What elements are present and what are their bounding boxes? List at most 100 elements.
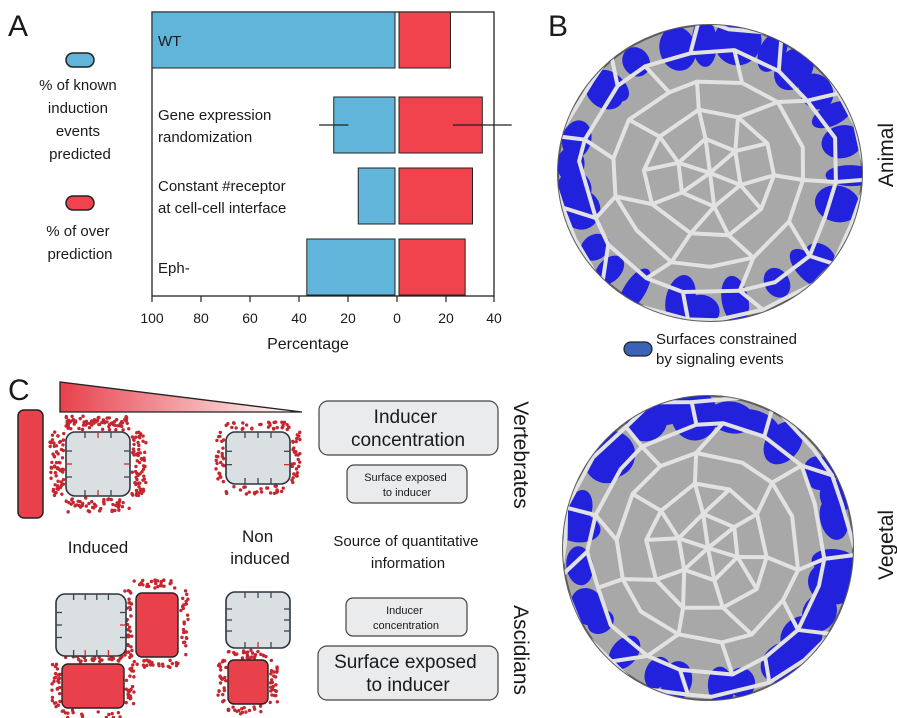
inducer-molecule xyxy=(121,428,125,432)
inducer-molecule xyxy=(247,656,252,660)
cell-wall-spoke xyxy=(645,260,673,280)
cell-wall-spoke xyxy=(558,134,585,142)
inducer-molecule xyxy=(117,508,121,512)
inducer-molecule xyxy=(244,710,248,714)
inducer-molecule xyxy=(61,709,66,713)
animal-label: Animal xyxy=(875,123,897,187)
inducer-molecule xyxy=(181,627,186,632)
inducer-molecule xyxy=(141,663,146,667)
cell-wall-spoke xyxy=(696,109,708,140)
embryo-vegetal-view xyxy=(562,395,854,701)
inducer-molecule xyxy=(129,591,133,595)
inducer-molecule xyxy=(130,435,135,439)
inducer-molecule xyxy=(120,504,125,509)
inducer-molecule xyxy=(291,480,295,485)
inducer-molecule xyxy=(126,588,131,593)
inducer-molecule xyxy=(184,630,189,634)
inducer-molecule xyxy=(97,422,102,427)
inducer-molecule xyxy=(291,476,295,480)
inducer-molecule xyxy=(64,416,69,420)
inducer-molecule xyxy=(186,617,190,622)
inducer-molecule xyxy=(66,711,70,715)
inducer-molecule xyxy=(272,693,277,698)
x-tick-label-4: 20 xyxy=(340,310,356,326)
inducer-molecule xyxy=(217,689,221,693)
inducer-molecule xyxy=(120,424,124,429)
inducer-molecule xyxy=(265,486,270,490)
asc-small-line-2: concentration xyxy=(373,620,439,632)
inducer-molecule xyxy=(131,447,136,451)
inducer-molecule xyxy=(259,652,263,657)
inducer-molecule xyxy=(58,485,63,490)
bar-known-0 xyxy=(151,11,396,69)
inducer-molecule xyxy=(129,666,134,670)
inducer-molecule xyxy=(226,707,230,712)
inducer-molecule xyxy=(259,422,263,427)
inducer-molecule xyxy=(54,701,58,705)
cell-wall-spoke xyxy=(709,171,742,187)
inducer-molecule xyxy=(266,420,271,425)
inducer-molecule xyxy=(252,705,256,709)
inducer-molecule xyxy=(180,596,185,601)
cell-wall-spoke xyxy=(737,100,779,120)
cell-wall-ring xyxy=(577,48,838,294)
inducer-molecule xyxy=(240,710,245,715)
inducer-molecule xyxy=(50,662,55,667)
inducer-molecule xyxy=(238,488,243,492)
inducer-molecule xyxy=(130,470,134,474)
inducer-molecule xyxy=(49,470,53,475)
inducer-molecule xyxy=(90,505,95,510)
inducer-molecule xyxy=(244,423,249,427)
cell-wall-spoke xyxy=(787,220,812,258)
legend-swatch-known xyxy=(65,52,95,68)
inducer-molecule xyxy=(269,672,273,676)
inducer-molecule xyxy=(224,665,228,670)
inducer-molecule xyxy=(52,441,56,445)
x-tick-label-0: 100 xyxy=(140,310,164,326)
inducer-molecule xyxy=(223,679,228,683)
cell-wall-spoke xyxy=(701,488,731,516)
cell-wall-spoke xyxy=(771,463,803,485)
bar-label-3: Eph- xyxy=(158,260,190,277)
inducer-molecule xyxy=(127,625,132,629)
cell-wall-spoke xyxy=(583,137,615,161)
inducer-molecule xyxy=(218,472,222,476)
cell-wall-spoke xyxy=(773,173,804,182)
cell-wall-spoke xyxy=(765,555,799,572)
cell-wall-spoke xyxy=(706,547,717,581)
bar-chart: WT Gene expression randomization Constant #… xyxy=(140,11,512,353)
cell-wall-spoke xyxy=(651,190,683,207)
cell-wall-spoke xyxy=(734,141,768,153)
cell-wall-spoke xyxy=(600,244,611,286)
cell-wall-spoke xyxy=(646,632,680,658)
inducer-molecule xyxy=(297,464,301,469)
inducer-molecule xyxy=(61,443,65,447)
inducer-molecule xyxy=(60,492,64,496)
cell-wall-spoke xyxy=(611,653,648,664)
inducer-molecule xyxy=(141,467,146,471)
inducer-cloud-asc-1 xyxy=(122,578,190,670)
inducer-molecule xyxy=(292,472,296,476)
inducer-molecule xyxy=(185,592,189,597)
inducer-molecule xyxy=(55,667,60,671)
inducer-molecule xyxy=(216,455,220,459)
inducer-molecule xyxy=(218,681,223,685)
ascidian-cells xyxy=(50,578,291,718)
inducer-molecule xyxy=(270,680,275,685)
inducer-molecule xyxy=(132,659,137,664)
inducer-molecule xyxy=(53,671,58,676)
inducer-molecule xyxy=(141,478,145,482)
cell-wall-spoke xyxy=(563,550,589,579)
inducer-molecule xyxy=(232,485,236,489)
cell-wall-spoke xyxy=(737,256,756,292)
inducer-molecule xyxy=(113,423,117,427)
inducer-molecule xyxy=(179,608,183,613)
inducer-molecule xyxy=(109,497,113,502)
cell-wall-spoke xyxy=(692,452,699,484)
inducer-molecule xyxy=(101,500,106,504)
inducer-molecule xyxy=(214,458,218,463)
inducer-molecule xyxy=(275,700,280,704)
cell-wall-spoke xyxy=(615,194,653,207)
inducer-molecule xyxy=(126,627,130,632)
inducer-molecule xyxy=(287,425,291,429)
